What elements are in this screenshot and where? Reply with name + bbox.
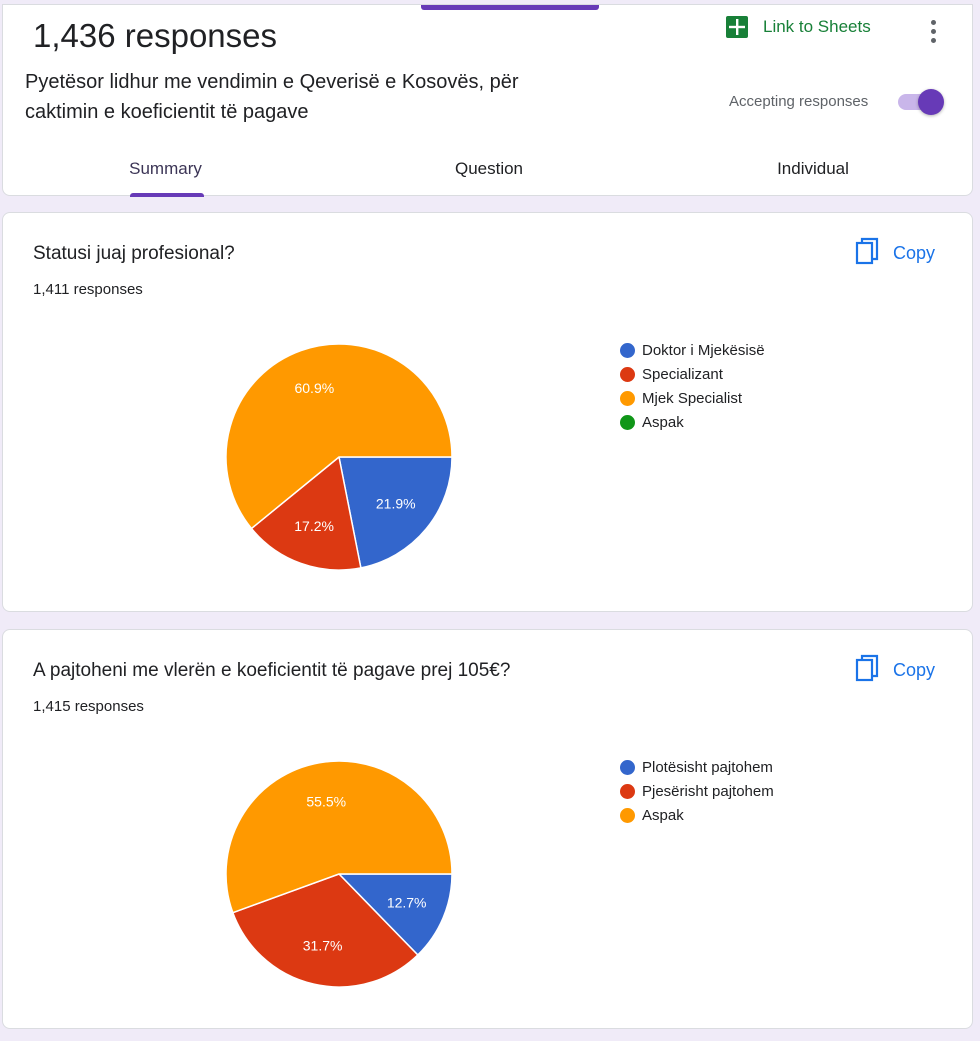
pie-chart-professional-status: 21.9% 17.2% 60.9% — [225, 343, 453, 571]
legend-item: Aspak — [620, 410, 765, 434]
legend-label: Specializant — [642, 365, 723, 383]
pie-slice-0[interactable] — [338, 456, 453, 569]
legend-item: Aspak — [620, 803, 774, 827]
legend-item: Plotësisht pajtohem — [620, 755, 774, 779]
question-response-count: 1,415 responses — [33, 698, 144, 715]
legend-label: Doktor i Mjekësisë — [642, 341, 765, 359]
legend-item: Pjesërisht pajtohem — [620, 779, 774, 803]
question-title: A pajtoheni me vlerën e koeficientit të … — [33, 660, 511, 681]
tab-summary[interactable]: Summary — [129, 159, 202, 178]
legend-swatch — [620, 342, 635, 358]
copy-icon — [855, 654, 879, 687]
legend-item: Doktor i Mjekësisë — [620, 338, 765, 362]
pie-slice-label-2: 60.9% — [294, 380, 334, 396]
pie-slice-2[interactable] — [225, 760, 453, 914]
legend-label: Pjesërisht pajtohem — [642, 782, 774, 800]
legend-item: Mjek Specialist — [620, 386, 765, 410]
chart-legend: Plotësisht pajtohem Pjesërisht pajtohem As… — [620, 755, 774, 827]
legend-label: Plotësisht pajtohem — [642, 758, 773, 776]
legend-swatch — [620, 783, 635, 799]
copy-icon — [855, 237, 879, 270]
copy-chart-button[interactable]: Copy — [855, 237, 935, 270]
chart-legend: Doktor i Mjekësisë Specializant Mjek Speci… — [620, 338, 765, 434]
pie-slice-1[interactable] — [231, 873, 419, 988]
pie-slice-label-0: 12.7% — [387, 895, 427, 911]
question-title: Statusi juaj profesional? — [33, 243, 235, 264]
legend-swatch — [620, 414, 635, 430]
legend-label: Aspak — [642, 806, 684, 824]
tab-individual[interactable]: Individual — [777, 159, 849, 178]
summary-header-card: 1,436 responses Pyetësor lidhur me vendi… — [2, 4, 973, 197]
accepting-responses-toggle[interactable] — [896, 89, 946, 115]
tab-question[interactable]: Question — [454, 159, 524, 178]
copy-label: Copy — [893, 660, 936, 680]
sheets-icon — [725, 15, 749, 39]
header-accent-bar — [421, 5, 599, 10]
pie-slice-label-2: 55.5% — [306, 794, 346, 810]
legend-swatch — [620, 807, 635, 823]
question-card-2: A pajtoheni me vlerën e koeficientit të … — [2, 629, 973, 1029]
pie-slice-2[interactable] — [225, 343, 453, 530]
legend-swatch — [620, 390, 635, 406]
active-tab-indicator — [130, 193, 204, 197]
pie-slice-1[interactable] — [250, 455, 362, 571]
pie-slice-label-1: 31.7% — [303, 938, 343, 954]
question-card-1: Statusi juaj profesional? 1,411 response… — [2, 212, 973, 612]
copy-chart-button[interactable]: Copy — [855, 654, 935, 687]
pie-slice-label-1: 17.2% — [294, 518, 334, 534]
pie-chart-coefficient-agreement: 12.7% 31.7% 55.5% — [225, 760, 453, 988]
legend-label: Mjek Specialist — [642, 389, 743, 407]
pie-slice-label-0: 21.9% — [376, 496, 416, 512]
link-to-sheets-button[interactable]: Link to Sheets — [725, 15, 871, 39]
copy-label: Copy — [893, 243, 936, 263]
legend-label: Aspak — [642, 413, 684, 431]
legend-swatch — [620, 366, 635, 382]
accepting-responses-label: Accepting responses — [729, 93, 869, 110]
question-response-count: 1,411 responses — [33, 281, 143, 298]
legend-item: Specializant — [620, 362, 765, 386]
legend-swatch — [620, 759, 635, 775]
form-title: Pyetësor lidhur me vendimin e Qeverisë e… — [25, 71, 519, 123]
link-to-sheets-label: Link to Sheets — [763, 17, 871, 36]
response-count: 1,436 responses — [33, 17, 278, 54]
pie-slice-0[interactable] — [337, 873, 453, 957]
more-options-icon[interactable] — [921, 17, 945, 45]
